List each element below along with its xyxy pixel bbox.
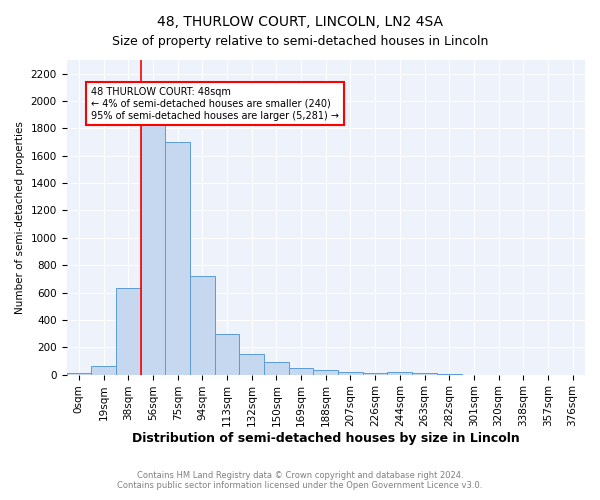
X-axis label: Distribution of semi-detached houses by size in Lincoln: Distribution of semi-detached houses by …: [132, 432, 520, 445]
Bar: [91, 366, 116, 374]
Bar: [313, 370, 338, 374]
Bar: [412, 373, 437, 374]
Text: 48 THURLOW COURT: 48sqm
← 4% of semi-detached houses are smaller (240)
95% of se: 48 THURLOW COURT: 48sqm ← 4% of semi-det…: [91, 88, 339, 120]
Bar: [264, 362, 289, 374]
Bar: [338, 372, 363, 374]
Bar: [289, 368, 313, 374]
Bar: [116, 288, 140, 374]
Bar: [165, 142, 190, 374]
Text: Contains HM Land Registry data © Crown copyright and database right 2024.
Contai: Contains HM Land Registry data © Crown c…: [118, 470, 482, 490]
Bar: [388, 372, 412, 374]
Bar: [190, 276, 215, 374]
Bar: [363, 373, 388, 374]
Bar: [239, 354, 264, 374]
Text: 48, THURLOW COURT, LINCOLN, LN2 4SA: 48, THURLOW COURT, LINCOLN, LN2 4SA: [157, 15, 443, 29]
Y-axis label: Number of semi-detached properties: Number of semi-detached properties: [15, 121, 25, 314]
Bar: [140, 122, 165, 374]
Bar: [67, 373, 91, 374]
Text: Size of property relative to semi-detached houses in Lincoln: Size of property relative to semi-detach…: [112, 35, 488, 48]
Bar: [215, 334, 239, 374]
